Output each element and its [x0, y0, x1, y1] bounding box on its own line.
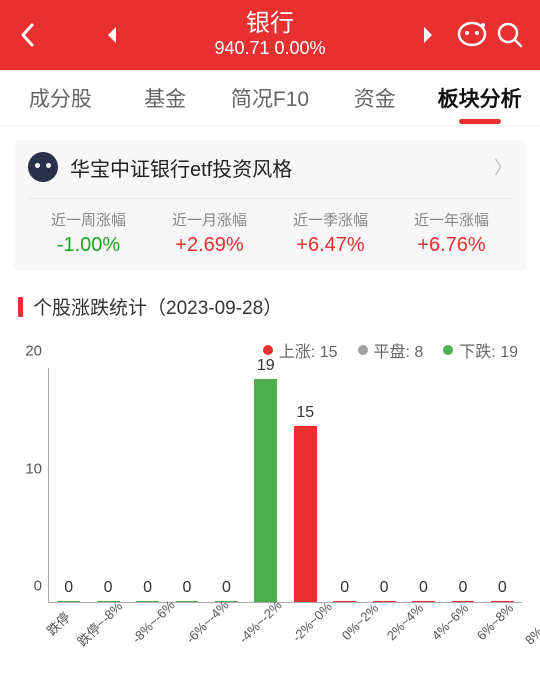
- legend-dot-icon: [443, 345, 453, 355]
- legend-dot-icon: [358, 345, 368, 355]
- bar-value-label: 0: [498, 579, 507, 597]
- tab-1[interactable]: 基金: [113, 83, 218, 113]
- bar-value-label: 15: [296, 404, 314, 422]
- stat-1: 近一月涨幅 +2.69%: [149, 209, 270, 257]
- stat-value: +2.69%: [149, 234, 270, 257]
- legend-item-1: 平盘: 8: [358, 338, 424, 362]
- stat-label: 近一周涨幅: [28, 209, 149, 230]
- chart-plot: 00000191500000: [48, 368, 522, 603]
- bar-value-label: 0: [419, 579, 428, 597]
- bar-chart: 01020 00000191500000 跌停跌停~-8%-8%~-6%-6%~…: [14, 368, 526, 653]
- stat-2: 近一季涨幅 +6.47%: [270, 209, 391, 257]
- stat-0: 近一周涨幅 -1.00%: [28, 209, 149, 257]
- stat-value: -1.00%: [28, 234, 149, 257]
- tab-bar: 成分股基金简况F10资金板块分析: [0, 70, 540, 126]
- section-title: 个股涨跌统计（2023-09-28）: [18, 293, 522, 320]
- header-center[interactable]: 银行 940.71 0.00%: [128, 11, 412, 59]
- bar-value-label: 0: [222, 579, 231, 597]
- tab-4[interactable]: 板块分析: [427, 83, 532, 113]
- back-button[interactable]: [12, 21, 44, 49]
- bar-value-label: 0: [143, 579, 152, 597]
- legend-dot-icon: [263, 345, 273, 355]
- tab-2[interactable]: 简况F10: [218, 83, 323, 113]
- next-arrow-icon[interactable]: [412, 25, 444, 45]
- bar: [254, 379, 277, 602]
- bar-value-label: 19: [257, 357, 275, 375]
- stat-label: 近一季涨幅: [270, 209, 391, 230]
- legend-item-2: 下跌: 19: [443, 338, 518, 362]
- y-tick: 0: [34, 578, 42, 595]
- bar-col-5: 19: [246, 379, 285, 602]
- chat-icon[interactable]: [452, 21, 492, 49]
- stat-3: 近一年涨幅 +6.76%: [391, 209, 512, 257]
- bar-value-label: 0: [380, 579, 389, 597]
- stat-value: +6.47%: [270, 234, 391, 257]
- y-tick: 10: [25, 460, 42, 477]
- bar: [294, 426, 317, 602]
- card-title: 华宝中证银行etf投资风格: [70, 153, 494, 182]
- x-label: 8%~涨停: [520, 598, 540, 672]
- stat-label: 近一月涨幅: [149, 209, 270, 230]
- page-title: 银行: [128, 11, 412, 37]
- tab-0[interactable]: 成分股: [8, 83, 113, 113]
- bar-value-label: 0: [340, 579, 349, 597]
- robot-icon: [28, 152, 58, 182]
- stat-label: 近一年涨幅: [391, 209, 512, 230]
- x-axis-labels: 跌停跌停~-8%-8%~-6%-6%~-4%-4%~-2%-2%~0%0%~2%…: [48, 601, 522, 653]
- app-header: 银行 940.71 0.00%: [0, 0, 540, 70]
- card-stats: 近一周涨幅 -1.00%近一月涨幅 +2.69%近一季涨幅 +6.47%近一年涨幅 +6…: [28, 198, 512, 257]
- stat-value: +6.76%: [391, 234, 512, 257]
- etf-card[interactable]: 华宝中证银行etf投资风格 〉 近一周涨幅-1.00%近一月涨幅+2.69%近一…: [14, 140, 526, 271]
- bar-value-label: 0: [64, 579, 73, 597]
- y-axis: 01020: [14, 368, 48, 603]
- bar-value-label: 0: [104, 579, 113, 597]
- bar-value-label: 0: [183, 579, 192, 597]
- section-title-bar: [18, 297, 23, 317]
- chevron-right-icon: 〉: [494, 154, 512, 180]
- tab-3[interactable]: 资金: [322, 83, 427, 113]
- prev-arrow-icon[interactable]: [96, 25, 128, 45]
- page-subtitle: 940.71 0.00%: [128, 39, 412, 59]
- y-tick: 20: [25, 343, 42, 360]
- bar-col-6: 15: [286, 426, 325, 602]
- bar-value-label: 0: [458, 579, 467, 597]
- search-icon[interactable]: [492, 21, 528, 49]
